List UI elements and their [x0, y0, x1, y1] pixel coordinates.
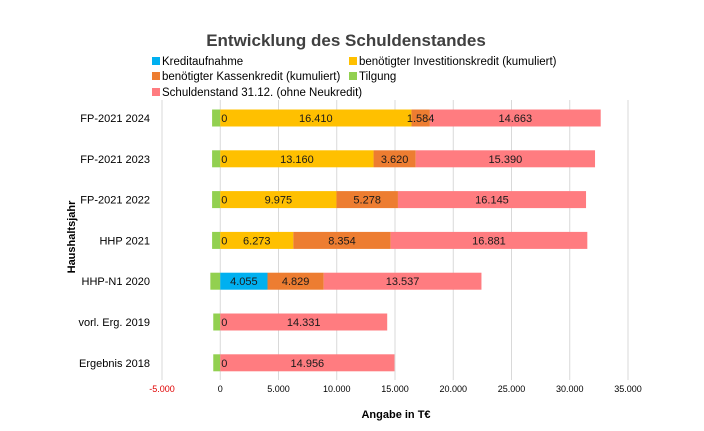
x-axis-ticks: -5.000 0 5.000 10.000 15.000 20.000 25.000 30.0…: [149, 384, 642, 394]
data-label: 0: [221, 317, 227, 329]
chart-title: Entwicklung des Schuldenstandes: [206, 31, 486, 50]
x-tick-label: 5.000: [267, 384, 290, 394]
legend-label-schuldenstand: Schuldenstand 31.12. (ohne Neukredit): [162, 87, 362, 99]
bar-ben-tigter-kassenkredit-kumuliert: [293, 231, 391, 249]
data-label: 0: [221, 195, 227, 207]
legend-swatch-kassenkredit: [152, 72, 160, 80]
legend-label-kassenkredit: benötigter Kassenkredit (kumuliert): [162, 71, 340, 83]
bar-ben-tigter-investitionskredit-kumuliert: [220, 191, 337, 209]
x-tick-label: 35.000: [614, 384, 642, 394]
bar-schuldenstand-31-12-ohne-neukredit: [390, 231, 588, 249]
x-tick-label: 20.000: [439, 384, 467, 394]
x-tick-label: 0: [218, 384, 223, 394]
data-label: 0: [221, 113, 227, 125]
data-label: 16.410: [299, 113, 333, 125]
category-label: FP-2021 2022: [80, 195, 150, 207]
bar-tilgung: [212, 191, 221, 209]
category-label: HHP 2021: [99, 235, 150, 247]
data-label: 14.956: [291, 358, 325, 370]
category-label: FP-2021 2024: [80, 113, 150, 125]
bar-schuldenstand-31-12-ohne-neukredit: [220, 354, 395, 372]
category-label: HHP-N1 2020: [82, 276, 150, 288]
data-label: 8.354: [328, 235, 356, 247]
legend-label-investitionskredit: benötigter Investitionskredit (kumuliert…: [359, 56, 557, 68]
data-label: 0: [221, 358, 227, 370]
bar-tilgung: [212, 109, 221, 127]
bar-tilgung: [212, 231, 221, 249]
legend-label-tilgung: Tilgung: [359, 71, 396, 83]
bar-schuldenstand-31-12-ohne-neukredit: [323, 272, 482, 290]
x-tick-label: 25.000: [498, 384, 526, 394]
data-label: 0: [221, 235, 227, 247]
category-labels: FP-2021 2024 FP-2021 2023 FP-2021 2022 HHP …: [78, 113, 150, 370]
data-label: 4.829: [282, 276, 310, 288]
bars: [210, 109, 601, 372]
bar-ben-tigter-kassenkredit-kumuliert: [336, 191, 398, 209]
x-axis-title: Angabe in T€: [361, 409, 430, 421]
x-tick-label: 15.000: [381, 384, 409, 394]
data-label: 14.331: [287, 317, 321, 329]
data-label: 16.881: [472, 235, 506, 247]
bar-ben-tigter-kassenkredit-kumuliert: [411, 109, 430, 127]
legend-swatch-schuldenstand: [152, 88, 160, 96]
category-label: Ergebnis 2018: [79, 358, 150, 370]
data-label: 4.055: [230, 276, 258, 288]
bar-ben-tigter-kassenkredit-kumuliert: [373, 150, 416, 168]
data-label: 6.273: [243, 235, 271, 247]
y-axis-title: Haushaltsjahr: [66, 200, 78, 273]
data-label: 1.584: [407, 113, 435, 125]
data-label: 13.537: [386, 276, 420, 288]
data-label: 15.390: [489, 154, 523, 166]
data-label: 5.278: [353, 195, 381, 207]
data-label: 14.663: [498, 113, 532, 125]
x-tick-label: -5.000: [149, 384, 175, 394]
bar-kreditaufnahme: [220, 272, 268, 290]
data-label: 0: [221, 154, 227, 166]
legend-swatch-kreditaufnahme: [152, 57, 160, 65]
data-label: 13.160: [280, 154, 314, 166]
bar-schuldenstand-31-12-ohne-neukredit: [220, 313, 388, 331]
data-label: 16.145: [475, 195, 509, 207]
bar-schuldenstand-31-12-ohne-neukredit: [397, 191, 587, 209]
bar-schuldenstand-31-12-ohne-neukredit: [415, 150, 596, 168]
category-label: FP-2021 2023: [80, 154, 150, 166]
bar-tilgung: [213, 354, 221, 372]
bar-tilgung: [212, 150, 221, 168]
data-labels: 0 16.410 1.584 14.663 0 13.160 3.620 15.390 0 9.9…: [221, 113, 532, 370]
legend-swatch-tilgung: [349, 72, 357, 80]
legend-swatch-investitionskredit: [349, 57, 357, 65]
bar-tilgung: [213, 313, 221, 331]
data-label: 9.975: [265, 195, 293, 207]
bar-schuldenstand-31-12-ohne-neukredit: [429, 109, 601, 127]
bar-tilgung: [210, 272, 221, 290]
bar-ben-tigter-kassenkredit-kumuliert: [267, 272, 324, 290]
bar-ben-tigter-investitionskredit-kumuliert: [220, 150, 374, 168]
legend-label-kreditaufnahme: Kreditaufnahme: [162, 56, 243, 68]
category-label: vorl. Erg. 2019: [78, 317, 150, 329]
data-label: 3.620: [381, 154, 409, 166]
bar-ben-tigter-investitionskredit-kumuliert: [220, 109, 412, 127]
legend: Kreditaufnahme benötigter Investitionskr…: [152, 56, 557, 99]
x-tick-label: 30.000: [556, 384, 584, 394]
x-tick-label: 10.000: [323, 384, 351, 394]
bar-ben-tigter-investitionskredit-kumuliert: [220, 231, 294, 249]
